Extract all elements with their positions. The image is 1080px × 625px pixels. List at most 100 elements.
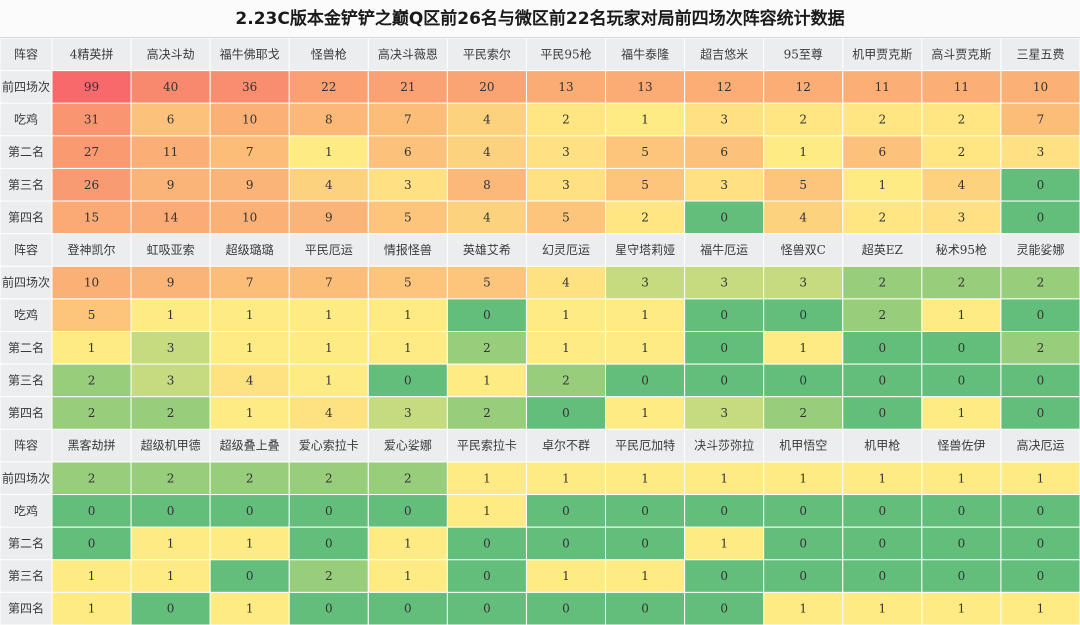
cell-value: 1	[878, 602, 886, 616]
cell-value: 11	[954, 80, 969, 94]
row-label: 第二名	[8, 535, 44, 550]
cell-value: 0	[720, 373, 728, 387]
heat-cell	[209, 396, 290, 430]
cell-value: 1	[404, 308, 412, 322]
row-label: 吃鸡	[14, 307, 38, 322]
cell-value: 11	[163, 145, 178, 159]
cell-value: 10	[1033, 80, 1048, 94]
cell-value: 1	[1037, 602, 1045, 616]
heat-cell	[446, 591, 527, 625]
cell-value: 0	[958, 373, 966, 387]
row-header-cell	[0, 331, 53, 365]
cell-value: 3	[562, 145, 570, 159]
heat-cell	[684, 526, 765, 561]
column-label: 高决斗薇恩	[378, 46, 438, 61]
row-header-cell	[0, 559, 53, 593]
cell-value: 4	[483, 210, 491, 224]
column-header-cell	[209, 233, 290, 267]
cell-value: 0	[404, 373, 412, 387]
cell-value: 4	[246, 373, 254, 387]
cell-value: 0	[799, 373, 807, 387]
heat-cell	[842, 461, 923, 496]
cell-value: 4	[483, 145, 491, 159]
cell-value: 0	[1037, 504, 1045, 518]
column-header-cell	[921, 38, 1002, 72]
column-label: 福牛厄运	[700, 242, 748, 257]
cell-value: 0	[799, 504, 807, 518]
cell-value: 13	[637, 80, 652, 94]
heat-cell	[525, 167, 607, 202]
heat-cell	[842, 70, 923, 104]
heat-cell	[921, 461, 1002, 496]
cell-value: 5	[641, 145, 649, 159]
column-header-cell	[842, 233, 923, 267]
heat-cell	[209, 70, 290, 104]
cell-value: 0	[325, 536, 333, 550]
cell-value: 3	[167, 341, 175, 355]
cell-value: 3	[720, 406, 728, 420]
heat-cell	[684, 331, 765, 365]
cell-value: 2	[404, 471, 412, 485]
heat-cell	[1000, 494, 1080, 528]
cell-value: 1	[246, 536, 254, 550]
heat-cell	[525, 265, 607, 300]
heat-cell	[763, 167, 844, 202]
cell-value: 2	[88, 373, 96, 387]
cell-value: 13	[558, 80, 573, 94]
cell-value: 20	[479, 80, 494, 94]
heat-cell	[763, 102, 844, 137]
heat-cell	[288, 591, 369, 625]
cell-value: 0	[167, 602, 175, 616]
cell-value: 3	[958, 210, 966, 224]
heat-cell	[1000, 526, 1080, 561]
heat-cell	[763, 70, 844, 104]
cell-value: 0	[878, 504, 886, 518]
cell-value: 5	[404, 276, 412, 290]
heat-cell	[288, 200, 369, 235]
column-header-cell	[605, 38, 686, 72]
column-label: 卓尔不群	[542, 438, 590, 453]
column-label: 超吉悠米	[700, 46, 748, 61]
cell-value: 2	[325, 569, 333, 583]
cell-value: 0	[958, 536, 966, 550]
heat-cell	[605, 559, 686, 593]
heat-cell	[525, 494, 607, 528]
corner-header-cell	[0, 428, 53, 463]
corner-label: 阵容	[14, 242, 38, 257]
cell-value: 3	[720, 276, 728, 290]
cell-value: 2	[167, 406, 175, 420]
heat-cell	[763, 591, 844, 625]
cell-value: 0	[562, 536, 570, 550]
cell-value: 0	[720, 210, 728, 224]
heat-cell	[921, 331, 1002, 365]
heat-cell	[842, 265, 923, 300]
row-header-cell	[0, 70, 53, 104]
column-label: 机甲悟空	[779, 438, 827, 453]
cell-value: 1	[878, 178, 886, 192]
cell-value: 0	[404, 504, 412, 518]
heat-cell	[763, 494, 844, 528]
cell-value: 1	[325, 308, 333, 322]
cell-value: 1	[641, 471, 649, 485]
cell-value: 1	[799, 145, 807, 159]
cell-value: 0	[404, 602, 412, 616]
cell-value: 27	[84, 145, 99, 159]
cell-value: 0	[88, 536, 96, 550]
cell-value: 2	[878, 308, 886, 322]
cell-value: 2	[246, 471, 254, 485]
heat-cell	[130, 559, 211, 593]
cell-value: 15	[84, 210, 99, 224]
cell-value: 8	[483, 178, 491, 192]
heat-cell	[51, 200, 132, 235]
heat-cell	[763, 135, 844, 169]
cell-value: 1	[958, 406, 966, 420]
heat-cell	[763, 363, 844, 398]
heat-cell	[446, 363, 527, 398]
heat-cell	[446, 298, 527, 332]
heatmap-table: 阵容 4精英拼 高决斗劫 福牛佛耶戈 怪兽枪 高决斗薇恩 平民索尔 平民95枪 福牛泰隆 超吉悠米…	[0, 38, 1080, 625]
heat-cell	[605, 591, 686, 625]
cell-value: 5	[483, 276, 491, 290]
heat-cell	[130, 102, 211, 137]
cell-value: 36	[242, 80, 257, 94]
cell-value: 2	[88, 406, 96, 420]
